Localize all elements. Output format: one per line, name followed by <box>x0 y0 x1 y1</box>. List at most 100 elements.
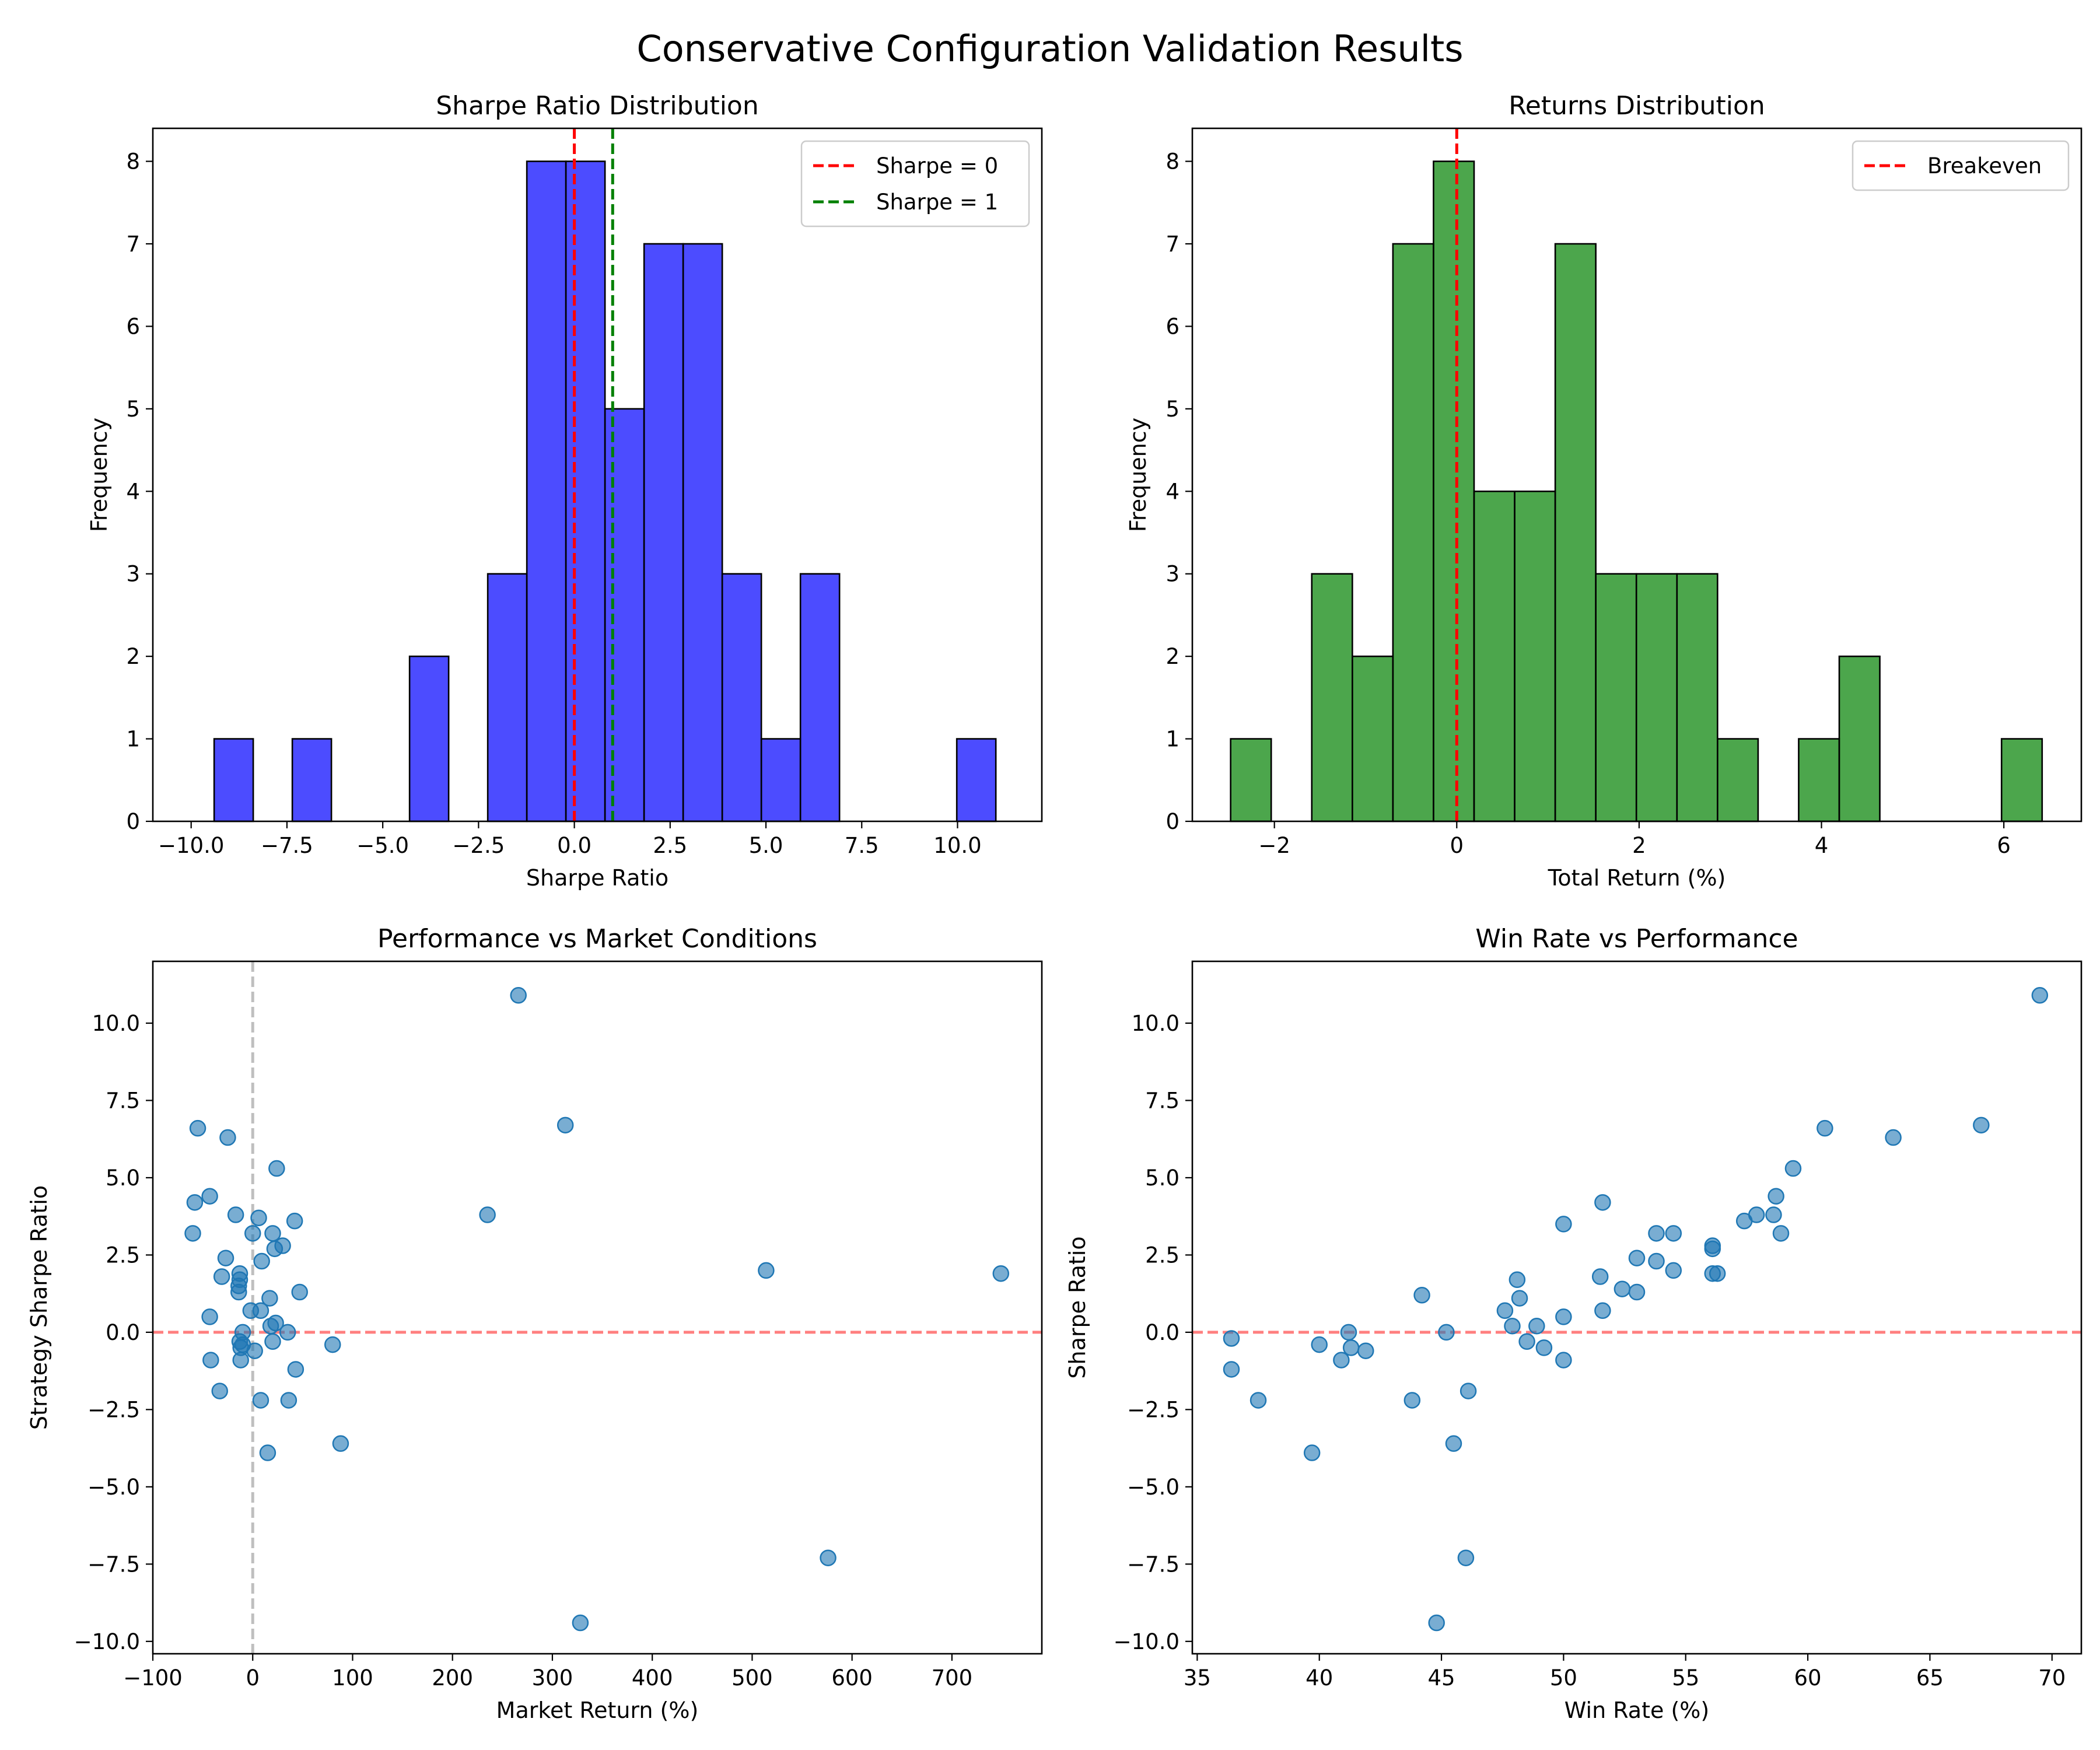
y-tick-label: 8 <box>1166 149 1180 174</box>
y-tick-label: 8 <box>126 149 140 174</box>
scatter-point <box>184 1225 201 1242</box>
y-tick-label: −5.0 <box>88 1475 140 1500</box>
scatter-point <box>246 1342 263 1359</box>
scatter-point <box>1223 1330 1240 1347</box>
histogram-bar <box>1473 490 1516 822</box>
y-tick-label: 6 <box>1166 314 1180 339</box>
x-tick-label: 0.0 <box>557 833 592 858</box>
histogram-bar <box>213 738 254 822</box>
legend-box <box>1852 140 2070 191</box>
axes-frame <box>1191 127 2082 822</box>
y-tick-label: 7.5 <box>106 1088 140 1113</box>
scatter-point <box>201 1188 218 1205</box>
histogram-bar <box>1392 243 1434 822</box>
histogram-bar <box>643 243 684 822</box>
y-tick-label: 2.5 <box>106 1242 140 1268</box>
y-tick-label: −7.5 <box>1127 1552 1180 1577</box>
histogram-bar <box>1554 243 1597 822</box>
x-tick-label: 55 <box>1672 1665 1699 1690</box>
scatter-point <box>820 1549 836 1566</box>
y-tick-label: 5 <box>126 397 140 422</box>
scatter-point <box>287 1361 304 1378</box>
scatter-point <box>1748 1206 1765 1223</box>
scatter-point <box>758 1262 775 1279</box>
histogram-bar <box>956 738 997 822</box>
x-tick-label: 70 <box>2038 1665 2066 1690</box>
y-tick-label: 0.0 <box>1145 1320 1180 1345</box>
x-tick-label: 40 <box>1306 1665 1333 1690</box>
scatter-point <box>253 1252 270 1270</box>
scatter-point <box>1594 1302 1611 1320</box>
panel-2: −2 0 2 4 6 0 1 2 3 4 5 6 7 8 Returns Distribution Total… <box>1125 91 2082 891</box>
scatter-point <box>1648 1252 1665 1270</box>
y-tick-label: 2 <box>1166 644 1180 669</box>
x-tick-label: −100 <box>123 1665 183 1690</box>
scatter-point <box>1518 1333 1535 1350</box>
y-tick-label: 0.0 <box>106 1320 140 1345</box>
x-axis-label: Win Rate (%) <box>1564 1698 1709 1723</box>
scatter-point <box>189 1119 206 1137</box>
y-tick-label: 7 <box>126 232 140 257</box>
legend-label: Breakeven <box>1927 153 2042 178</box>
scatter-point <box>1594 1194 1611 1211</box>
histogram-bar <box>1635 573 1678 822</box>
scatter-point <box>1768 1188 1784 1205</box>
scatter-point <box>186 1194 204 1211</box>
scatter-point <box>280 1392 298 1409</box>
axes-frame <box>1191 960 2082 1655</box>
y-tick-label: 3 <box>1166 562 1180 587</box>
x-axis-label: Total Return (%) <box>1548 865 1726 891</box>
x-tick-label: 100 <box>332 1665 373 1690</box>
scatter-point <box>992 1265 1010 1282</box>
scatter-point <box>572 1614 589 1632</box>
scatter-point <box>291 1283 308 1301</box>
x-tick-label: −2 <box>1258 833 1290 858</box>
scatter-point <box>1333 1352 1350 1368</box>
x-tick-label: −5.0 <box>356 833 409 858</box>
panel-title: Performance vs Market Conditions <box>377 924 817 954</box>
scatter-point <box>231 1265 249 1282</box>
scatter-point <box>261 1290 278 1307</box>
scatter-point <box>1628 1283 1646 1301</box>
scatter-point <box>250 1209 267 1227</box>
scatter-point <box>479 1206 496 1223</box>
x-tick-label: 2 <box>1632 833 1646 858</box>
x-tick-label: 4 <box>1815 833 1829 858</box>
histogram-bar <box>1595 573 1637 822</box>
scatter-point <box>244 1225 261 1242</box>
panel-title: Sharpe Ratio Distribution <box>436 91 759 121</box>
y-tick-label: 3 <box>126 562 140 587</box>
scatter-point <box>259 1444 276 1461</box>
x-tick-label: 7.5 <box>845 833 879 858</box>
scatter-point <box>1665 1262 1682 1279</box>
x-tick-label: 500 <box>732 1665 773 1690</box>
histogram-bar <box>1514 490 1556 822</box>
histogram-bar <box>1352 655 1394 822</box>
axes-frame <box>152 127 1043 822</box>
y-tick-label: 1 <box>1166 727 1180 752</box>
scatter-point <box>227 1206 244 1223</box>
histogram-bar <box>721 573 762 822</box>
scatter-point <box>2031 987 2049 1004</box>
scatter-point <box>1504 1318 1521 1335</box>
histogram-bar <box>2000 738 2043 822</box>
histogram-bar <box>1717 738 1759 822</box>
scatter-point <box>279 1324 296 1341</box>
y-tick-label: 7 <box>1166 232 1180 257</box>
x-tick-label: 65 <box>1916 1665 1944 1690</box>
histogram-bar <box>682 243 723 822</box>
y-tick-label: −2.5 <box>88 1397 140 1422</box>
histogram-bar <box>1798 738 1840 822</box>
scatter-point <box>1704 1240 1721 1258</box>
histogram-bar <box>1838 655 1881 822</box>
legend-label: Sharpe = 0 <box>876 153 998 178</box>
x-tick-label: 2.5 <box>653 833 687 858</box>
scatter-point <box>252 1302 270 1320</box>
histogram-bar <box>291 738 332 822</box>
scatter-point <box>1496 1302 1514 1320</box>
y-tick-label: 7.5 <box>1145 1088 1180 1113</box>
y-axis-label: Strategy Sharpe Ratio <box>26 1185 52 1430</box>
panel-title: Win Rate vs Performance <box>1475 924 1798 954</box>
scatter-point <box>1460 1382 1477 1399</box>
